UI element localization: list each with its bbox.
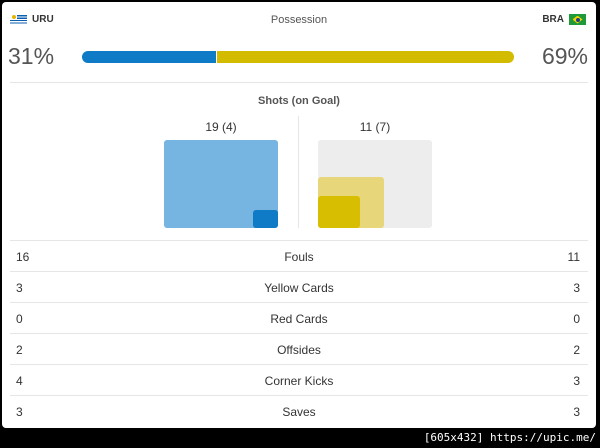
home-shots-label: 19 (4)	[205, 120, 237, 134]
away-stat-value: 3	[573, 374, 580, 388]
possession-bar-away	[216, 51, 514, 63]
home-team: URU	[10, 14, 54, 25]
shots-title: Shots (on Goal)	[258, 95, 340, 107]
away-team-name: BRA	[542, 14, 564, 25]
away-stat-value: 3	[573, 405, 580, 419]
away-stat-value: 2	[573, 343, 580, 357]
stat-label: Corner Kicks	[264, 374, 334, 388]
stat-label: Saves	[282, 405, 316, 419]
stat-row-offsides: 2 Offsides 2	[10, 333, 588, 364]
home-stat-value: 2	[16, 343, 23, 357]
possession-bar	[82, 51, 514, 63]
image-host-watermark: [605x432] https://upic.me/	[423, 431, 596, 444]
stat-row-red-cards: 0 Red Cards 0	[10, 302, 588, 333]
home-stat-value: 0	[16, 312, 23, 326]
brazil-flag-icon	[569, 14, 586, 25]
home-team-name: URU	[32, 14, 54, 25]
stat-row-saves: 3 Saves 3	[10, 395, 588, 426]
away-shots-on-goal-box	[318, 196, 360, 228]
divider	[10, 82, 588, 83]
stat-row-yellow-cards: 3 Yellow Cards 3	[10, 271, 588, 302]
home-possession-pct: 31%	[8, 43, 55, 69]
stat-label: Yellow Cards	[264, 281, 334, 295]
home-stat-value: 16	[16, 250, 30, 264]
uruguay-flag-icon	[10, 14, 27, 25]
away-stat-value: 0	[573, 312, 580, 326]
shots-divider	[298, 116, 299, 228]
match-stats-panel: URU Possession BRA 31% 69% Shots (on Goa…	[2, 2, 596, 428]
away-stat-value: 3	[573, 281, 580, 295]
stat-label: Red Cards	[270, 312, 328, 326]
stat-row-corner-kicks: 4 Corner Kicks 3	[10, 364, 588, 395]
stat-row-fouls: 16 Fouls 11	[10, 240, 588, 271]
stat-label: Fouls	[284, 250, 314, 264]
away-shots-label: 11 (7)	[359, 120, 391, 134]
home-stat-value: 3	[16, 281, 23, 295]
away-team: BRA	[542, 14, 586, 25]
away-possession-pct: 69%	[541, 43, 588, 69]
away-stat-value: 11	[567, 250, 580, 264]
stats-table: 16 Fouls 11 3 Yellow Cards 3 0 Red Cards…	[10, 240, 588, 426]
home-stat-value: 3	[16, 405, 23, 419]
home-stat-value: 4	[16, 374, 23, 388]
possession-bar-home	[82, 51, 217, 63]
home-shots-on-goal-box	[253, 210, 278, 228]
possession-title: Possession	[270, 14, 328, 26]
stat-label: Offsides	[277, 343, 321, 357]
